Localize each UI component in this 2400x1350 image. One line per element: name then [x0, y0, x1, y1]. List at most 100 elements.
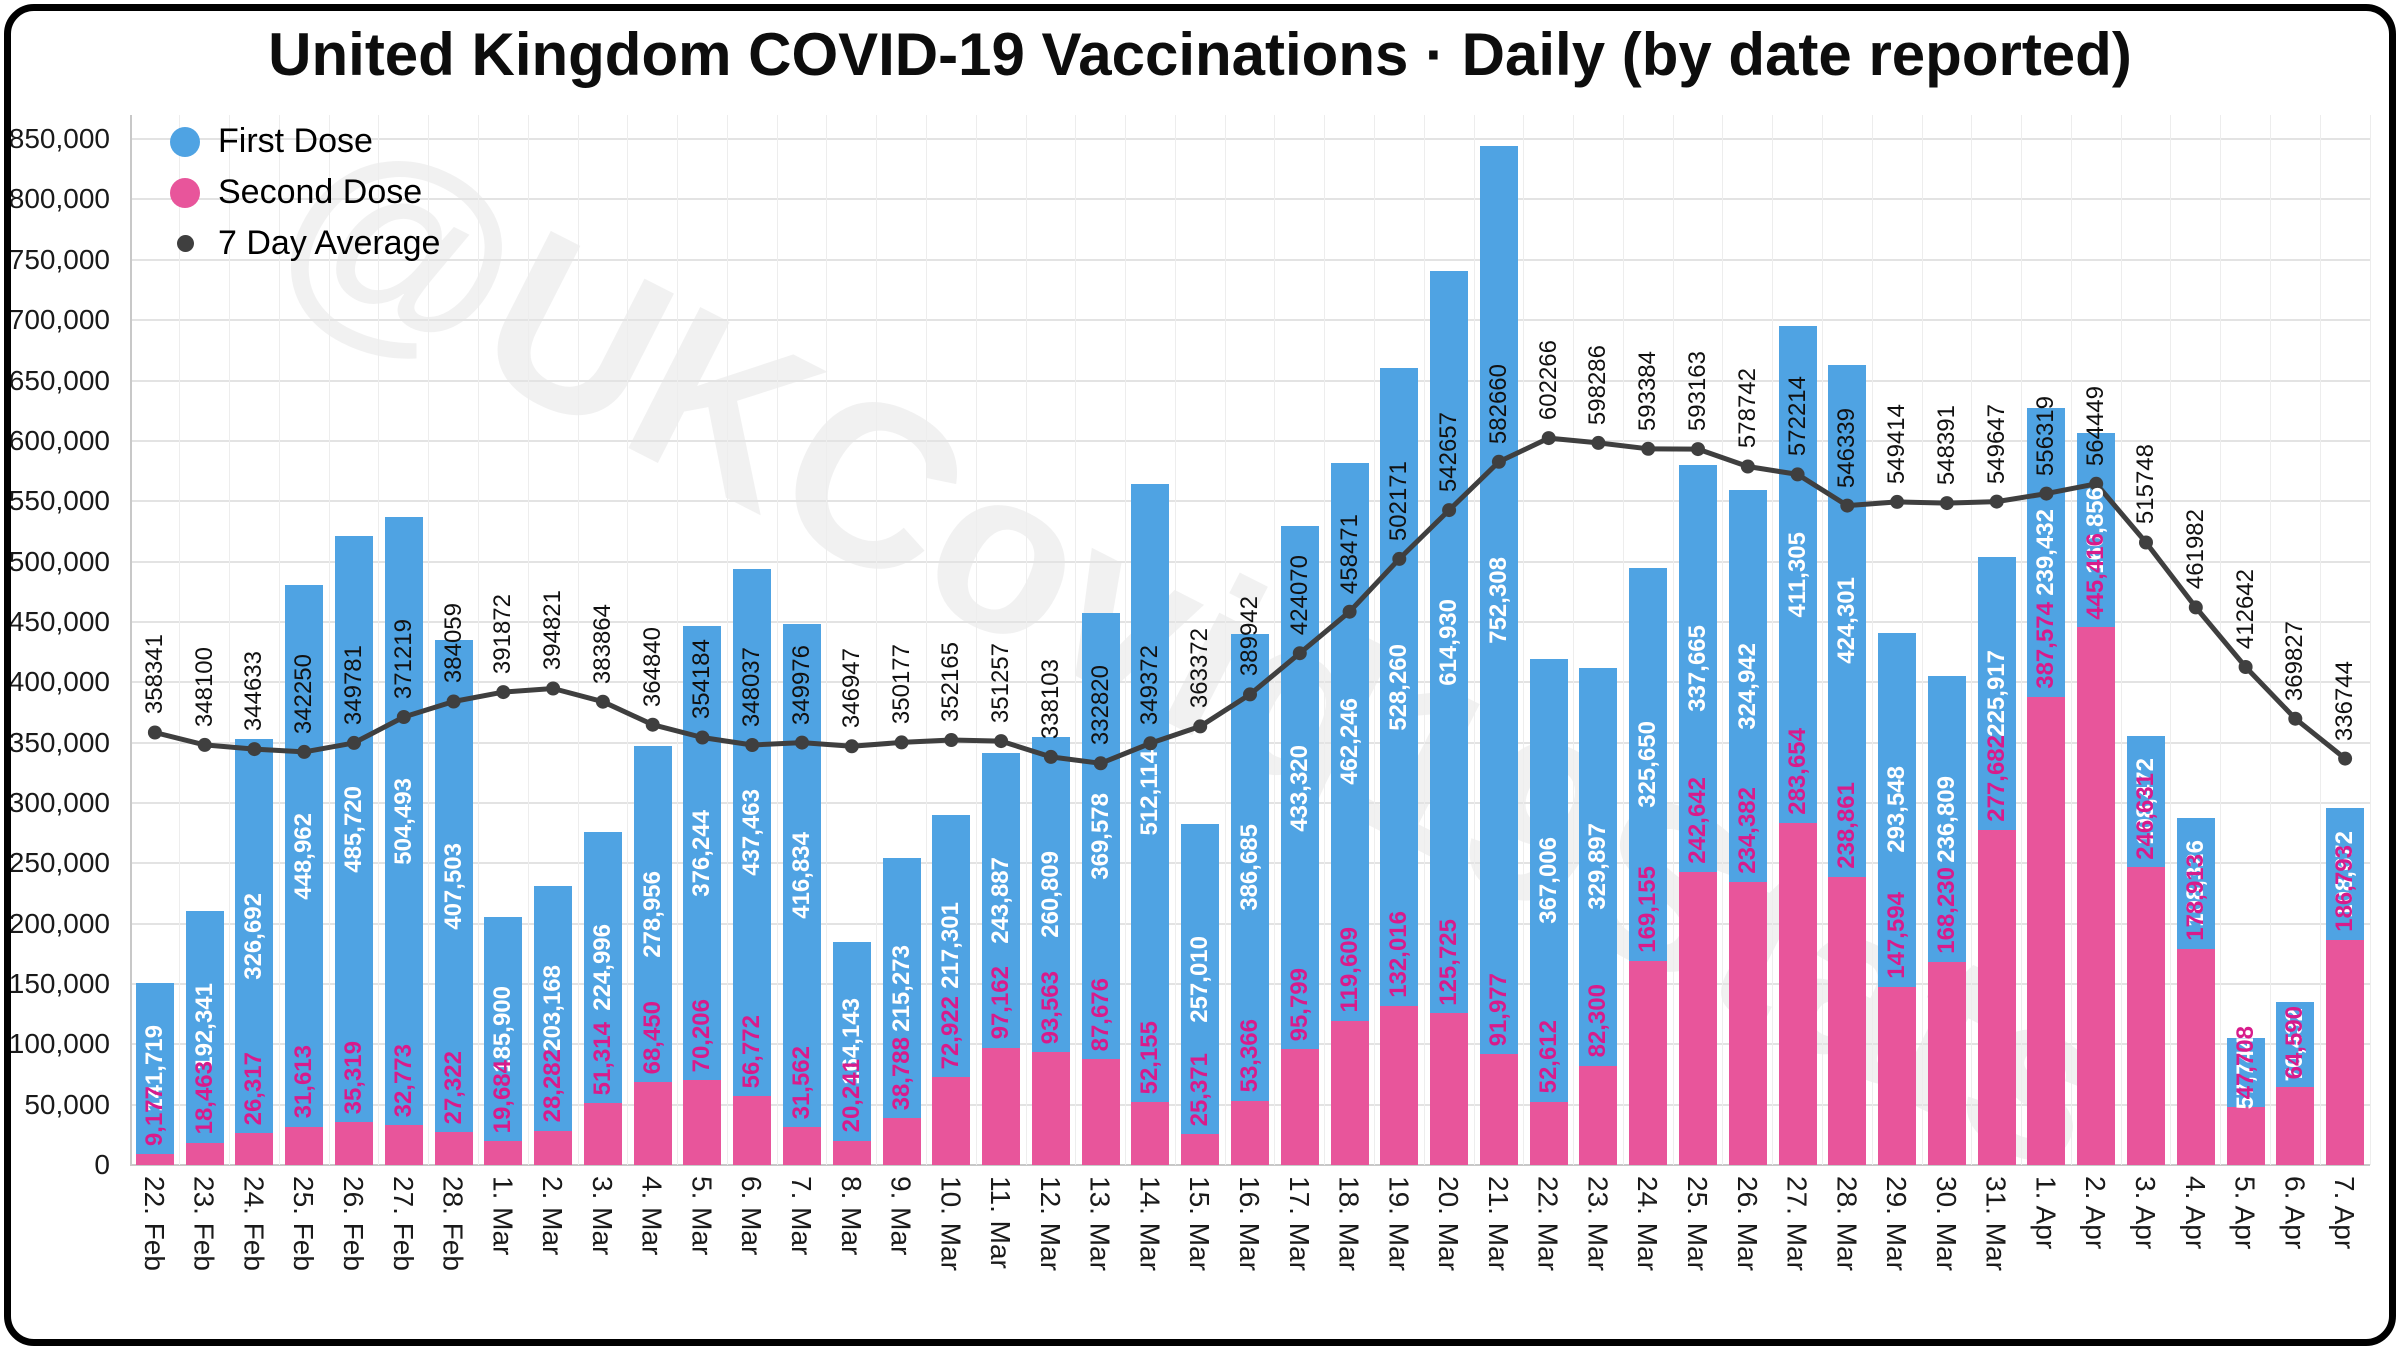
- seven-day-average-point: [2139, 535, 2153, 550]
- seven-day-average-value: 338103: [1036, 658, 1064, 739]
- seven-day-average-value: 593163: [1684, 351, 1711, 432]
- seven-day-average-value-wrap: 548391: [1908, 405, 1986, 485]
- bar-first-dose: [2077, 433, 2116, 628]
- v-gridline: [527, 115, 529, 1165]
- seven-day-average-value-wrap: 336744: [2306, 661, 2384, 741]
- bar-first-dose: [285, 585, 324, 1127]
- bar-second-dose: [683, 1080, 722, 1165]
- seven-day-average-value: 383864: [588, 603, 616, 684]
- x-axis-tick-label: 30. Mar: [1930, 1176, 1962, 1271]
- v-gridline: [1971, 115, 1973, 1165]
- bar-first-dose: [1330, 462, 1369, 1021]
- y-axis-tick-label: 150,000: [8, 967, 110, 999]
- bar-first-dose: [783, 623, 821, 1127]
- x-axis-tick-label: 18. Mar: [1333, 1176, 1365, 1271]
- h-gridline: [130, 198, 2370, 201]
- bar-second-dose: [2276, 1087, 2315, 1165]
- x-axis-tick-label: 20. Mar: [1433, 1176, 1465, 1271]
- seven-day-average-swatch-icon: [176, 235, 194, 252]
- v-gridline: [1025, 115, 1027, 1165]
- seven-day-average-point: [944, 733, 959, 747]
- v-gridline: [826, 115, 828, 1165]
- bar-first-dose: [583, 831, 622, 1104]
- v-gridline: [477, 115, 479, 1165]
- seven-day-average-value-wrap: 350177: [863, 644, 941, 724]
- bar-first-dose: [1479, 146, 1518, 1054]
- first-dose-swatch-icon: [170, 126, 200, 157]
- x-axis-tick-label: 26. Feb: [338, 1176, 369, 1271]
- x-axis-tick-label: 3. Mar: [586, 1176, 618, 1256]
- seven-day-average-point: [496, 685, 511, 700]
- bar-first-dose: [384, 516, 423, 1126]
- x-axis-tick-label: 3. Apr: [2130, 1176, 2161, 1250]
- first-dose-mark-wrap: [168, 125, 202, 159]
- v-gridline: [726, 115, 728, 1165]
- x-axis-tick-label: 24. Mar: [1632, 1176, 1664, 1271]
- legend-label-first-dose: First Dose: [218, 122, 373, 160]
- seven-day-average-point: [2288, 711, 2303, 726]
- x-axis-tick-label: 13. Mar: [1084, 1176, 1116, 1271]
- bar-first-dose: [2226, 1037, 2265, 1108]
- seven-day-average-value-wrap: 391872: [464, 594, 542, 674]
- v-gridline: [179, 115, 181, 1165]
- bar-first-dose: [1430, 271, 1469, 1014]
- bar-first-dose: [1778, 326, 1817, 823]
- bar-first-dose: [434, 640, 473, 1133]
- h-gridline: [130, 1164, 2370, 1166]
- bar-first-dose: [1380, 368, 1419, 1006]
- bar-second-dose: [932, 1077, 971, 1165]
- v-gridline: [925, 115, 927, 1165]
- x-axis-tick-label: 28. Feb: [437, 1176, 469, 1271]
- x-axis-tick-label: 2. Mar: [537, 1176, 569, 1256]
- x-axis-tick-label: 9. Mar: [885, 1176, 917, 1256]
- bar-second-dose: [1828, 876, 1867, 1165]
- legend-label-seven-day-average: 7 Day Average: [218, 224, 441, 262]
- bar-first-dose: [1280, 526, 1319, 1050]
- h-gridline: [130, 319, 2370, 322]
- seven-day-average-value-wrap: 598286: [1559, 345, 1637, 425]
- seven-day-average-value-wrap: 364840: [614, 627, 692, 707]
- x-axis-tick-label: 1. Mar: [487, 1176, 519, 1256]
- y-axis-tick-label: 650,000: [8, 364, 110, 396]
- seven-day-average-mark-wrap: [168, 227, 202, 261]
- x-axis-tick-label: 26. Mar: [1731, 1176, 1763, 1271]
- v-gridline: [776, 115, 778, 1165]
- legend-label-second-dose: Second Dose: [218, 173, 423, 211]
- bar-first-dose: [633, 745, 672, 1083]
- seven-day-average-value-wrap: 461982: [2157, 509, 2235, 589]
- legend-item-seven-day-average: 7 Day Average: [168, 224, 440, 263]
- v-gridline: [229, 115, 231, 1165]
- bar-second-dose: [882, 1118, 921, 1165]
- x-axis-tick-label: 28. Mar: [1831, 1176, 1863, 1271]
- v-gridline: [428, 115, 430, 1165]
- seven-day-average-value-wrap: 593384: [1609, 351, 1687, 431]
- bar-second-dose: [1330, 1020, 1369, 1165]
- v-gridline: [2170, 115, 2172, 1165]
- y-axis-tick-label: 300,000: [8, 786, 110, 818]
- seven-day-average-point: [147, 725, 162, 740]
- seven-day-average-value-wrap: 593163: [1659, 351, 1737, 431]
- v-gridline: [1772, 115, 1774, 1165]
- v-gridline: [1125, 115, 1127, 1165]
- bar-first-dose: [2276, 1002, 2315, 1088]
- seven-day-average-point: [1591, 435, 1606, 450]
- bar-second-dose: [1380, 1005, 1419, 1165]
- bar-first-dose: [1927, 676, 1966, 962]
- bar-first-dose: [2176, 818, 2215, 950]
- bar-first-dose: [1231, 633, 1269, 1101]
- x-axis-tick-label: 29. Mar: [1881, 1176, 1913, 1271]
- bar-first-dose: [2326, 808, 2365, 940]
- bar-second-dose: [1977, 829, 2016, 1165]
- v-gridline: [1423, 115, 1425, 1165]
- x-axis-tick-label: 27. Mar: [1781, 1176, 1813, 1271]
- bar-second-dose: [1679, 872, 1717, 1165]
- bar-second-dose: [534, 1130, 573, 1165]
- legend-item-second-dose: Second Dose: [168, 173, 440, 212]
- bar-second-dose: [2127, 867, 2165, 1165]
- seven-day-average-value: 412642: [2231, 568, 2259, 649]
- bar-first-dose: [1579, 667, 1618, 1066]
- v-gridline: [328, 115, 330, 1165]
- bar-second-dose: [832, 1140, 871, 1165]
- seven-day-average-value: 350177: [887, 644, 915, 725]
- y-axis-tick-label: 750,000: [8, 243, 110, 275]
